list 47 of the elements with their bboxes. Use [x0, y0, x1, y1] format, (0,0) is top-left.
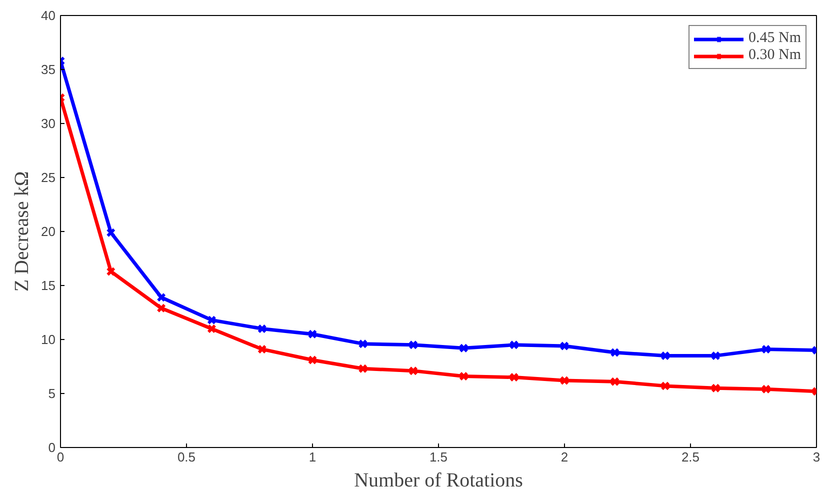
point [560, 376, 570, 386]
point [711, 351, 720, 360]
point [560, 341, 570, 351]
y-axis-title: Z Decrease kΩ [11, 171, 34, 292]
y-tick-label: 35 [41, 62, 56, 77]
point [509, 372, 519, 382]
x-axis-title: Number of Rotations [354, 470, 524, 492]
y-tick-label: 15 [41, 278, 56, 293]
point [711, 383, 720, 393]
point [610, 376, 620, 386]
point [660, 351, 670, 360]
point [308, 355, 318, 365]
point [106, 266, 116, 276]
point [106, 228, 116, 238]
point [207, 324, 216, 334]
x-tick-label: 2 [560, 450, 568, 464]
point [257, 324, 267, 334]
point [358, 339, 368, 348]
y-tick-label: 25 [41, 170, 56, 185]
x-tick-label: 2.5 [681, 450, 700, 464]
x-tick-label: 3 [812, 450, 820, 464]
point [156, 304, 166, 313]
y-tick-label: 40 [41, 8, 56, 23]
point [459, 372, 468, 381]
point [459, 343, 468, 353]
point [207, 315, 216, 325]
point [660, 381, 670, 391]
point [308, 329, 318, 339]
y-tick-label: 0 [48, 440, 56, 455]
x-tick-label: 1.5 [429, 450, 448, 464]
point [761, 344, 771, 354]
point [408, 340, 418, 350]
point [408, 366, 418, 376]
legend-label: 0.45 Nm [748, 30, 801, 47]
x-tick-label: 0.5 [177, 450, 196, 464]
point [257, 344, 267, 354]
y-tick-label: 5 [48, 386, 56, 401]
point [156, 292, 166, 302]
point [610, 348, 620, 358]
y-tick-label: 10 [41, 332, 56, 347]
point [358, 364, 368, 374]
point [509, 340, 519, 350]
y-tick-label: 20 [41, 224, 56, 239]
x-tick-label: 1 [308, 450, 316, 464]
legend-label: 0.30 Nm [748, 47, 801, 64]
y-tick-label: 30 [41, 116, 56, 131]
point [761, 384, 771, 394]
